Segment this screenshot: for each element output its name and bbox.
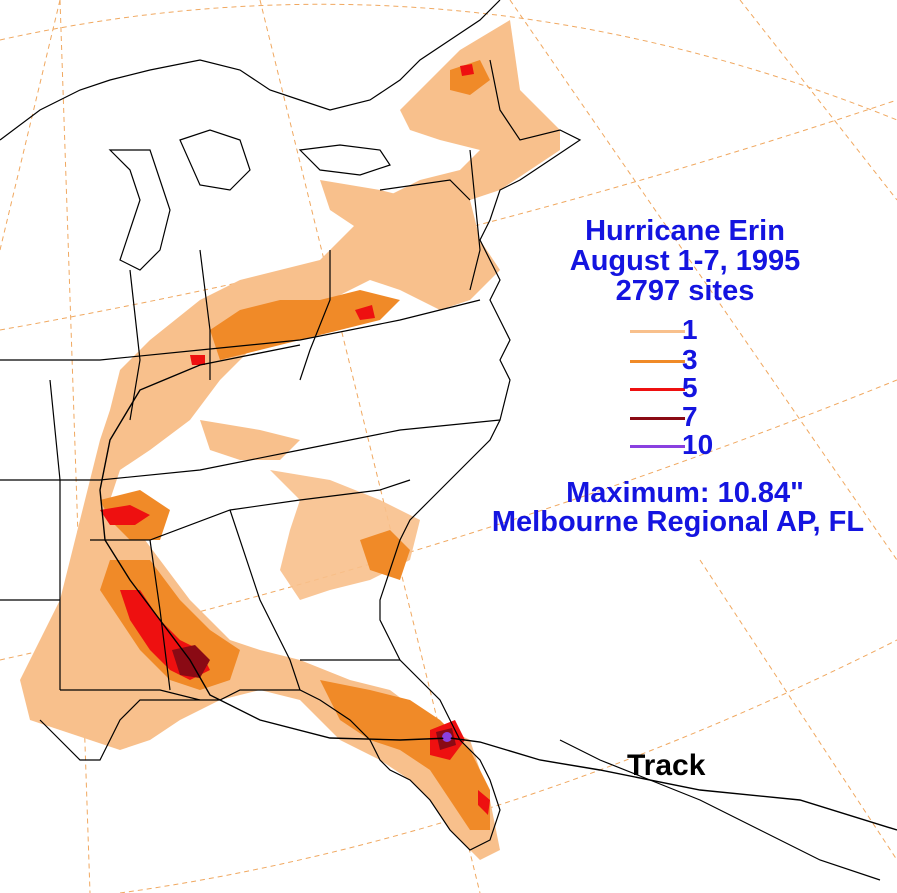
legend-swatch-1: [630, 330, 685, 333]
title-line-3: 2797 sites: [615, 275, 755, 307]
legend-swatch-10: [630, 445, 685, 448]
legend-swatch-5: [630, 388, 685, 391]
title-line-1: Hurricane Erin: [585, 215, 785, 247]
maximum-site-marker: [443, 733, 451, 741]
legend-swatch-3: [630, 360, 685, 363]
maximum-value: Maximum: 10.84": [566, 477, 804, 509]
legend-label-5: 5: [682, 372, 698, 403]
legend-label-10: 10: [682, 429, 714, 460]
legend-label-3: 3: [682, 344, 698, 375]
legend-swatch-7: [630, 417, 685, 420]
track-label: Track: [627, 749, 706, 782]
rain-1in-area: [20, 20, 560, 860]
maximum-location: Melbourne Regional AP, FL: [491, 506, 865, 538]
borders: [0, 0, 881, 881]
hurricane-track: [99, 344, 897, 831]
title-line-2: August 1-7, 1995: [569, 245, 801, 277]
legend-label-1: 1: [682, 314, 698, 345]
legend-label-7: 7: [682, 401, 698, 432]
